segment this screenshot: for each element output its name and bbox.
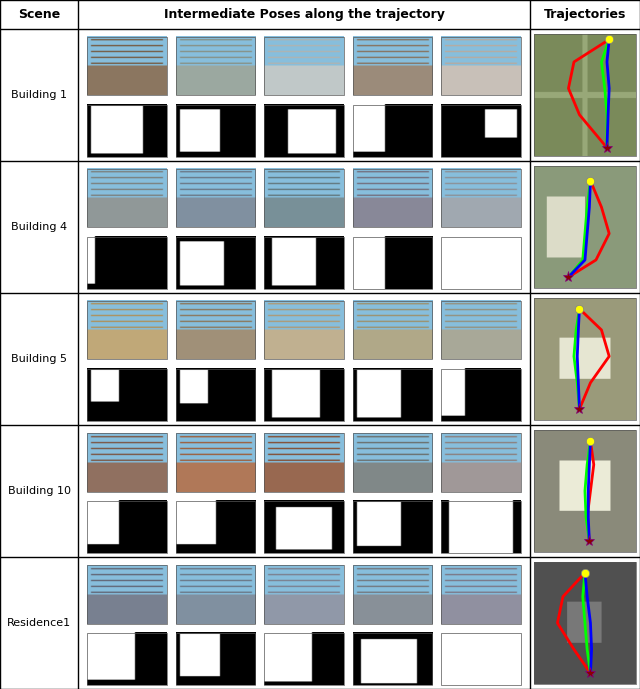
Bar: [264, 633, 344, 686]
Bar: [175, 433, 255, 491]
Bar: [353, 433, 433, 491]
Bar: [87, 236, 166, 289]
Bar: [87, 433, 166, 491]
Bar: [264, 501, 344, 553]
Bar: [175, 566, 255, 624]
Bar: [87, 105, 166, 157]
Bar: [175, 301, 255, 360]
Bar: [175, 633, 255, 686]
Bar: [87, 169, 166, 227]
Text: Building 4: Building 4: [11, 222, 67, 232]
Bar: [264, 169, 344, 227]
Bar: [264, 236, 344, 289]
Bar: [442, 433, 521, 491]
Text: Building 10: Building 10: [8, 486, 70, 496]
Text: Building 5: Building 5: [11, 354, 67, 364]
Bar: [175, 501, 255, 553]
Bar: [87, 566, 166, 624]
Bar: [353, 301, 433, 360]
Bar: [175, 236, 255, 289]
Bar: [442, 37, 521, 96]
Bar: [264, 37, 344, 96]
Bar: [353, 633, 433, 686]
Bar: [442, 369, 521, 422]
Bar: [87, 301, 166, 360]
Bar: [264, 369, 344, 422]
Bar: [353, 501, 433, 553]
Bar: [175, 169, 255, 227]
Bar: [175, 37, 255, 96]
Bar: [442, 501, 521, 553]
Text: Residence1: Residence1: [7, 618, 71, 628]
Bar: [87, 37, 166, 96]
Text: Trajectories: Trajectories: [544, 8, 626, 21]
Bar: [87, 369, 166, 422]
Bar: [442, 301, 521, 360]
Bar: [353, 566, 433, 624]
Bar: [442, 633, 521, 686]
Bar: [353, 105, 433, 157]
Bar: [442, 105, 521, 157]
Bar: [353, 169, 433, 227]
Bar: [442, 236, 521, 289]
Bar: [353, 236, 433, 289]
Bar: [87, 633, 166, 686]
Bar: [264, 566, 344, 624]
Bar: [442, 566, 521, 624]
Bar: [264, 433, 344, 491]
Bar: [264, 105, 344, 157]
Bar: [87, 501, 166, 553]
Bar: [264, 301, 344, 360]
Bar: [442, 169, 521, 227]
Bar: [353, 37, 433, 96]
Bar: [353, 369, 433, 422]
Bar: [175, 369, 255, 422]
Text: Building 1: Building 1: [11, 90, 67, 100]
Text: Intermediate Poses along the trajectory: Intermediate Poses along the trajectory: [164, 8, 444, 21]
Text: Scene: Scene: [18, 8, 60, 21]
Bar: [175, 105, 255, 157]
